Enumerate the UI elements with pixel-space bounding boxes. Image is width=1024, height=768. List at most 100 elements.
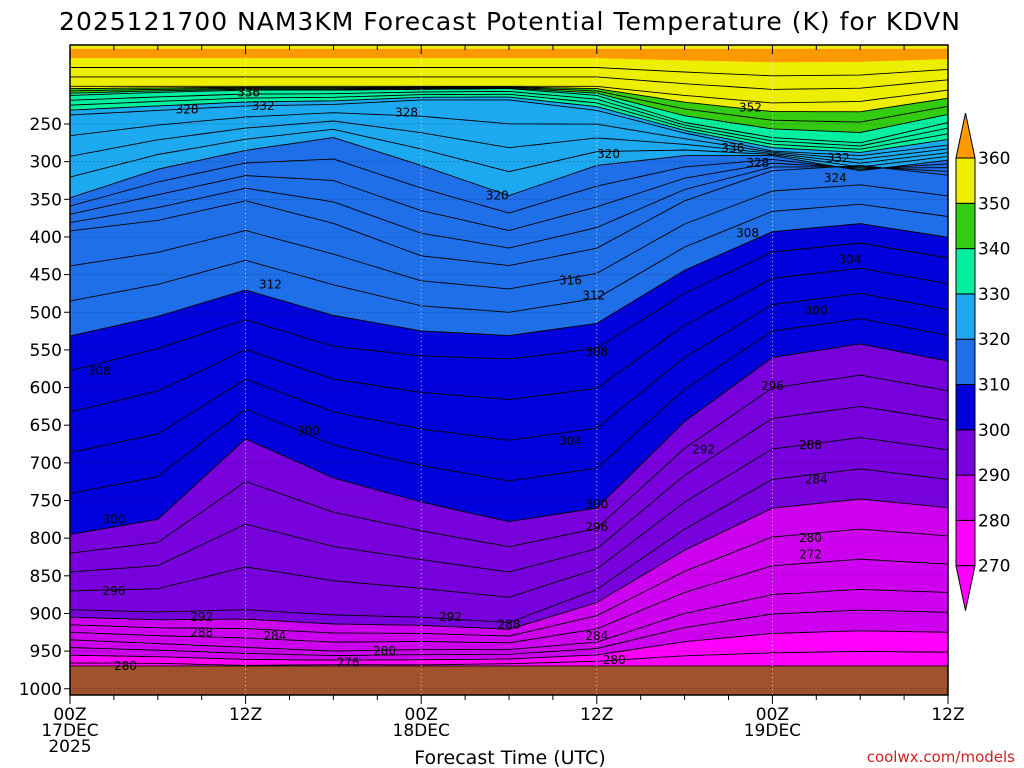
contour-line-29 bbox=[70, 120, 948, 164]
contour-line-17 bbox=[70, 292, 948, 454]
colorbar-label: 340 bbox=[978, 240, 1010, 260]
x-axis-label: Forecast Time (UTC) bbox=[414, 747, 605, 768]
contour-label: 304 bbox=[839, 253, 862, 267]
theta-band-39 bbox=[70, 86, 948, 112]
contour-line-12 bbox=[70, 437, 948, 598]
theta-band-6 bbox=[70, 610, 948, 661]
y-tick-label: 900 bbox=[30, 604, 62, 624]
contour-line-11 bbox=[70, 468, 948, 623]
colorbar-swatch bbox=[955, 202, 976, 250]
contour-label: 296 bbox=[761, 379, 784, 393]
contour-label: 308 bbox=[736, 226, 759, 240]
theta-band-26 bbox=[70, 159, 948, 231]
colorbar-label: 270 bbox=[978, 557, 1010, 577]
contour-line-21 bbox=[70, 203, 948, 313]
colorbar-label: 290 bbox=[978, 466, 1010, 486]
theta-band-32 bbox=[70, 97, 948, 156]
contour-line-26 bbox=[70, 158, 948, 214]
contour-label: 284 bbox=[263, 629, 286, 643]
x-tick-label: 12Z bbox=[580, 705, 613, 725]
x-tick-label: 2025 bbox=[48, 737, 91, 757]
contour-line-5 bbox=[70, 630, 948, 661]
contour-label: 292 bbox=[190, 610, 213, 624]
contour-label: 304 bbox=[559, 434, 582, 448]
theta-band-23 bbox=[70, 165, 948, 289]
contour-label: 332 bbox=[827, 151, 850, 165]
source-credit: coolwx.com/models bbox=[867, 748, 1015, 766]
contour-line-41 bbox=[70, 67, 948, 77]
theta-band-10 bbox=[70, 499, 948, 636]
theta-band-5 bbox=[70, 630, 948, 666]
contour-label: 324 bbox=[824, 171, 847, 185]
y-axis: 250 300 350 400 450 500 550 600 650 700 750 800 850 9… bbox=[19, 115, 70, 700]
contour-label: 328 bbox=[746, 156, 769, 170]
theta-band-30 bbox=[70, 112, 948, 164]
contour-label: 280 bbox=[373, 644, 396, 658]
theta-band-19 bbox=[70, 243, 948, 412]
theta-band-7 bbox=[70, 589, 948, 656]
contour-label: 284 bbox=[805, 472, 828, 486]
contour-line-28 bbox=[70, 128, 948, 178]
contour-line-27 bbox=[70, 137, 948, 199]
y-tick-label: 250 bbox=[30, 115, 62, 135]
x-tick-label: 19DEC bbox=[744, 721, 801, 741]
colorbar-swatch bbox=[955, 474, 976, 521]
colorbar-label: 310 bbox=[978, 376, 1010, 396]
colorbar-bottom-arrow bbox=[955, 565, 976, 611]
y-tick-label: 650 bbox=[30, 416, 62, 436]
contour-label: 316 bbox=[559, 274, 582, 288]
y-tick-label: 700 bbox=[30, 454, 62, 474]
x-tick-label: 12Z bbox=[931, 705, 964, 725]
colorbar-swatch bbox=[955, 429, 976, 476]
contour-line-37 bbox=[70, 87, 948, 123]
theta-band-34 bbox=[70, 91, 948, 150]
contour-line-39 bbox=[70, 85, 948, 104]
theta-band-35 bbox=[70, 88, 948, 146]
theta-band-37 bbox=[70, 87, 948, 133]
theta-band-11 bbox=[70, 468, 948, 630]
contour-label: 336 bbox=[237, 85, 260, 99]
contour-line-8 bbox=[70, 558, 948, 644]
contour-label: 288 bbox=[498, 618, 521, 632]
theta-band-33 bbox=[70, 94, 948, 153]
contour-line-25 bbox=[70, 162, 948, 231]
colorbar-label: 300 bbox=[978, 421, 1010, 441]
ground-shading bbox=[69, 665, 949, 696]
colorbar-swatch bbox=[955, 384, 976, 431]
theta-band-27 bbox=[70, 137, 948, 213]
contour-label: 296 bbox=[585, 520, 608, 534]
contour-label: 308 bbox=[88, 364, 111, 378]
contour-label: 288 bbox=[190, 625, 213, 639]
theta-band-41 bbox=[70, 67, 948, 90]
contour-label: 332 bbox=[252, 99, 275, 113]
contour-label: 328 bbox=[395, 106, 418, 120]
theta-band-18 bbox=[70, 268, 948, 453]
theta-band-29 bbox=[70, 121, 948, 178]
y-tick-label: 850 bbox=[30, 567, 62, 587]
colorbar-swatch bbox=[955, 248, 976, 295]
colorbar-label: 330 bbox=[978, 285, 1010, 305]
contour-line-7 bbox=[70, 588, 948, 652]
contour-line-4 bbox=[70, 651, 948, 666]
colorbar-top-arrow bbox=[955, 112, 976, 159]
y-tick-label: 1000 bbox=[19, 680, 62, 700]
theta-band-9 bbox=[70, 529, 948, 643]
x-tick-label: 18DEC bbox=[393, 721, 450, 741]
colorbar-label: 360 bbox=[978, 149, 1010, 169]
x-tick-label: 12Z bbox=[229, 705, 262, 725]
y-tick-label: 350 bbox=[30, 190, 62, 210]
contour-label: 276 bbox=[337, 655, 360, 669]
theta-color-fill bbox=[70, 45, 948, 695]
contour-label: 292 bbox=[692, 442, 715, 456]
contour-label: 300 bbox=[585, 497, 608, 511]
contour-label: 320 bbox=[486, 189, 509, 203]
contour-label: 300 bbox=[297, 424, 320, 438]
contour-line-33 bbox=[70, 93, 948, 150]
contour-line-36 bbox=[70, 87, 948, 133]
theta-band-36 bbox=[70, 88, 948, 143]
chart-title: 2025121700 NAM3KM Forecast Potential Tem… bbox=[59, 7, 961, 36]
contour-label: 292 bbox=[439, 610, 462, 624]
theta-band-20 bbox=[70, 223, 948, 371]
